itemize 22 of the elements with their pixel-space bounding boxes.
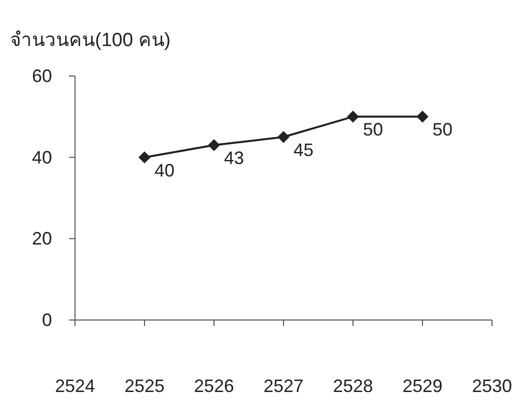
data-label: 45 — [294, 140, 314, 160]
y-tick-label: 40 — [32, 147, 52, 168]
y-tick-label: 60 — [32, 66, 52, 86]
x-tick-label: 2526 — [194, 376, 234, 396]
ylabel: จำนวนคน(100 คน) — [10, 30, 171, 51]
x-tick-label: 2527 — [263, 376, 304, 396]
point — [278, 131, 290, 143]
point — [208, 139, 220, 152]
x-tick-label: 2528 — [332, 376, 374, 396]
data-label: 40 — [154, 160, 175, 180]
data-label: 50 — [363, 120, 384, 140]
x-tick-label: 2524 — [54, 376, 96, 396]
y-tick-label: 20 — [32, 228, 52, 249]
data-label: 50 — [432, 120, 453, 140]
x-tick-label: 2525 — [124, 376, 165, 396]
point — [416, 110, 428, 123]
point — [347, 110, 359, 123]
y-tick-label: 0 — [42, 310, 52, 330]
x-tick-label: 2529 — [402, 376, 443, 396]
point — [138, 151, 150, 164]
x-tick-label: 2530 — [472, 376, 512, 396]
data-label: 43 — [224, 148, 244, 168]
